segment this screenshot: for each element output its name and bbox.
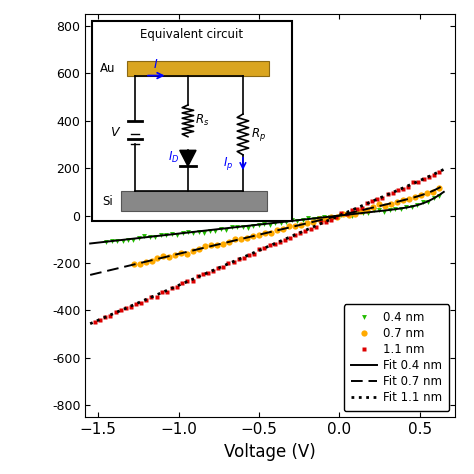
- Text: $I$: $I$: [153, 58, 158, 71]
- 1.1 nm: [287, 235, 293, 240]
- 0.4 nm: [103, 239, 109, 245]
- Polygon shape: [180, 150, 196, 166]
- Line: 1.1 nm: 1.1 nm: [92, 170, 441, 324]
- Fit 0.4 nm: [255, 222, 261, 228]
- Fit 0.4 nm: [298, 217, 303, 223]
- Bar: [120, 191, 267, 211]
- Fit 0.7 nm: [87, 272, 93, 278]
- 0.4 nm: [191, 230, 196, 236]
- Line: 0.7 nm: 0.7 nm: [130, 185, 442, 268]
- 1.1 nm: [169, 285, 175, 291]
- Line: Fit 0.7 nm: Fit 0.7 nm: [90, 185, 444, 275]
- 0.4 nm: [431, 195, 437, 201]
- Fit 1.1 nm: [279, 238, 284, 244]
- 0.7 nm: [436, 185, 442, 191]
- 1.1 nm: [174, 284, 180, 290]
- Fit 0.4 nm: [377, 208, 383, 214]
- Text: $I_p$: $I_p$: [224, 155, 234, 173]
- Fit 0.4 nm: [432, 195, 438, 201]
- 0.4 nm: [436, 193, 442, 199]
- Fit 0.4 nm: [441, 189, 447, 195]
- 1.1 nm: [292, 232, 298, 237]
- Fit 0.4 nm: [87, 241, 93, 246]
- Text: Equivalent circuit: Equivalent circuit: [140, 28, 244, 41]
- Line: Fit 0.4 nm: Fit 0.4 nm: [90, 192, 444, 244]
- 0.7 nm: [328, 214, 334, 220]
- 1.1 nm: [436, 169, 442, 175]
- 0.4 nm: [392, 206, 398, 211]
- X-axis label: Voltage (V): Voltage (V): [224, 443, 316, 461]
- 0.4 nm: [305, 216, 311, 221]
- 1.1 nm: [400, 186, 406, 192]
- 0.7 nm: [412, 194, 418, 200]
- Fit 1.1 nm: [255, 248, 261, 254]
- Fit 0.7 nm: [255, 232, 261, 238]
- Fit 0.4 nm: [257, 222, 263, 228]
- 0.7 nm: [155, 255, 160, 261]
- Fit 0.7 nm: [257, 232, 263, 237]
- 0.7 nm: [316, 217, 322, 222]
- Text: $I_D$: $I_D$: [168, 150, 179, 164]
- Text: $R_p$: $R_p$: [251, 126, 266, 143]
- Fit 0.7 nm: [298, 222, 303, 228]
- Legend: 0.4 nm, 0.7 nm, 1.1 nm, Fit 0.4 nm, Fit 0.7 nm, Fit 1.1 nm: 0.4 nm, 0.7 nm, 1.1 nm, Fit 0.4 nm, Fit …: [344, 304, 449, 411]
- Text: $R_s$: $R_s$: [195, 113, 210, 128]
- Fit 1.1 nm: [298, 229, 303, 235]
- Fit 1.1 nm: [432, 171, 438, 176]
- 1.1 nm: [92, 319, 98, 324]
- Line: 0.4 nm: 0.4 nm: [104, 193, 441, 244]
- Fit 1.1 nm: [377, 195, 383, 201]
- Fit 0.7 nm: [377, 203, 383, 209]
- Fit 0.7 nm: [432, 187, 438, 192]
- 0.7 nm: [274, 228, 280, 233]
- Text: Si: Si: [102, 195, 113, 208]
- Fit 0.4 nm: [279, 219, 284, 225]
- Fit 1.1 nm: [87, 321, 93, 327]
- Bar: [127, 61, 269, 75]
- Fit 1.1 nm: [257, 247, 263, 253]
- Text: Au: Au: [100, 62, 115, 75]
- Fit 0.7 nm: [441, 182, 447, 188]
- Fit 1.1 nm: [441, 166, 447, 172]
- 1.1 nm: [426, 174, 431, 180]
- 0.7 nm: [131, 262, 137, 267]
- 0.7 nm: [238, 237, 244, 242]
- Text: $V$: $V$: [110, 126, 121, 139]
- 0.4 nm: [131, 237, 137, 242]
- Fit 0.7 nm: [279, 227, 284, 232]
- 0.4 nm: [169, 231, 174, 237]
- Line: Fit 1.1 nm: Fit 1.1 nm: [90, 169, 444, 324]
